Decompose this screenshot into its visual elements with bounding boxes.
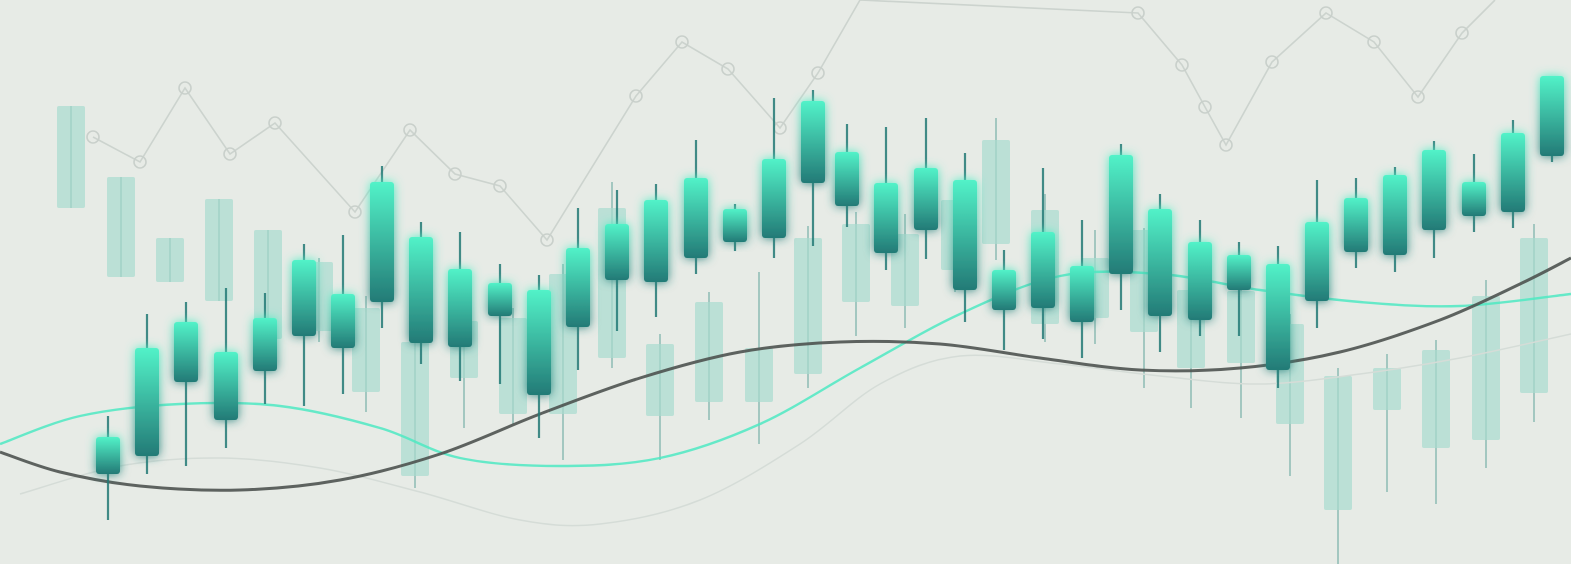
zigzag-marker xyxy=(1265,55,1279,69)
candle-body xyxy=(1540,76,1564,156)
candle-body xyxy=(96,437,120,474)
zigzag-marker xyxy=(348,205,362,219)
zigzag-indicator xyxy=(86,0,1496,247)
zigzag-marker xyxy=(1455,26,1469,40)
candle-body xyxy=(409,237,433,343)
candle-body xyxy=(566,248,590,327)
candle-body xyxy=(1422,150,1446,230)
ghost-candle-body xyxy=(1520,238,1548,393)
zigzag-marker xyxy=(268,116,282,130)
candle-body xyxy=(527,290,551,395)
zigzag-marker xyxy=(721,62,735,76)
candle-body xyxy=(1501,133,1525,212)
zigzag-marker xyxy=(629,89,643,103)
ghost-candle-body xyxy=(794,238,822,374)
ghost-candle-body xyxy=(982,140,1010,244)
candle-body xyxy=(953,180,977,290)
zigzag-marker xyxy=(493,179,507,193)
candle-body xyxy=(684,178,708,258)
candle-body xyxy=(914,168,938,230)
ghost-candle-body xyxy=(891,234,919,306)
candle-body xyxy=(488,283,512,316)
ghost-candle-body xyxy=(156,238,184,282)
ghost-candle-body xyxy=(205,199,233,301)
candle-body xyxy=(1462,182,1486,216)
candle-body xyxy=(135,348,159,456)
zigzag-marker xyxy=(540,233,554,247)
zigzag-marker xyxy=(178,81,192,95)
candle-body xyxy=(1070,266,1094,322)
ghost-candle-body xyxy=(1472,296,1500,440)
candle-body xyxy=(214,352,238,420)
moving-averages xyxy=(0,256,1571,527)
candle-body xyxy=(1383,175,1407,255)
candle-body xyxy=(331,294,355,348)
candle-body xyxy=(835,152,859,206)
zigzag-marker xyxy=(1175,58,1189,72)
zigzag-marker xyxy=(1198,100,1212,114)
candle-body xyxy=(992,270,1016,310)
candle-body xyxy=(448,269,472,347)
candle-body xyxy=(762,159,786,238)
ghost-candle-body xyxy=(842,224,870,302)
zigzag-marker xyxy=(86,130,100,144)
candle-body xyxy=(644,200,668,282)
ma-dark-line xyxy=(0,256,1571,492)
ma-cyan-line xyxy=(0,270,1571,468)
candle-body xyxy=(370,182,394,302)
zigzag-marker xyxy=(1411,90,1425,104)
candle-body xyxy=(1305,222,1329,301)
candle-body xyxy=(801,101,825,183)
ghost-candle-body xyxy=(1324,376,1352,510)
ma-faint-line xyxy=(19,333,1571,527)
ghost-candle-body xyxy=(107,177,135,277)
zigzag-marker xyxy=(223,147,237,161)
candles xyxy=(96,76,1564,520)
candle-body xyxy=(1031,232,1055,308)
zigzag-marker xyxy=(1367,35,1381,49)
zigzag-marker xyxy=(1319,6,1333,20)
zigzag-marker xyxy=(811,66,825,80)
candle-body xyxy=(1227,255,1251,290)
zigzag-marker xyxy=(133,155,147,169)
zigzag-line xyxy=(92,0,1496,242)
ghost-candle-body xyxy=(745,348,773,402)
candle-body xyxy=(605,224,629,280)
ghost-candle-body xyxy=(352,308,380,392)
candle-body xyxy=(1266,264,1290,370)
ghost-candle-body xyxy=(1373,368,1401,410)
candle-body xyxy=(1344,198,1368,252)
ghost-candle-body xyxy=(401,342,429,476)
zigzag-marker xyxy=(403,123,417,137)
ghost-candle-body xyxy=(1422,350,1450,448)
ghost-candle-body xyxy=(254,230,282,339)
ghost-candle-body xyxy=(695,302,723,402)
candle-body xyxy=(253,318,277,371)
candle-body xyxy=(292,260,316,336)
ghost-candle-body xyxy=(1227,291,1255,363)
candle-body xyxy=(874,183,898,253)
ghost-candle-body xyxy=(646,344,674,416)
candle-body xyxy=(174,322,198,382)
candle-body xyxy=(723,209,747,242)
ghost-candle-body xyxy=(57,106,85,208)
candle-body xyxy=(1109,155,1133,274)
zigzag-marker xyxy=(675,35,689,49)
zigzag-marker xyxy=(1219,138,1233,152)
zigzag-marker xyxy=(448,167,462,181)
candle-body xyxy=(1188,242,1212,320)
ghost-candle-body xyxy=(499,318,527,414)
candle-body xyxy=(1148,209,1172,316)
zigzag-marker xyxy=(1131,6,1145,20)
